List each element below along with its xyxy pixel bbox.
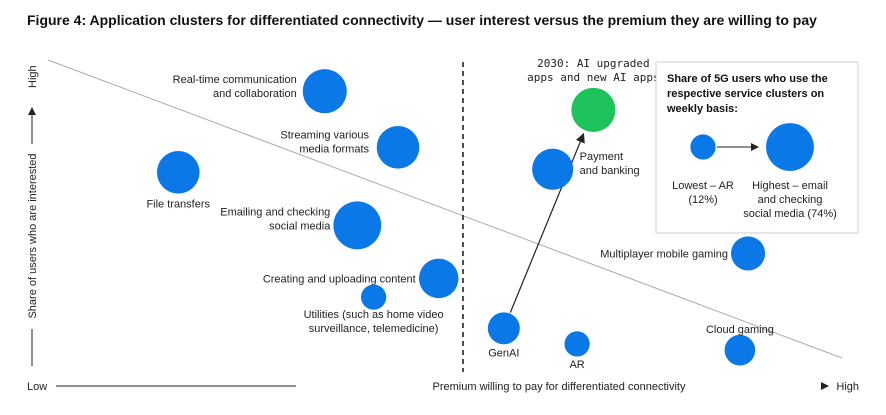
y-axis-title: Share of users who are interested <box>27 153 39 318</box>
legend-title-line-2: respective service clusters on <box>667 88 824 100</box>
bubble-label-emailing-and-checking-social-media-line-2: social media <box>269 220 331 232</box>
bubble-label-emailing-and-checking-social-media-line-1: Emailing and checking <box>220 206 330 218</box>
bubble-2030-ai-upgraded-apps-and-new-ai-apps <box>571 87 616 132</box>
bubble-label-creating-and-uploading-content-line-1: Creating and uploading content <box>263 273 416 285</box>
bubble-multiplayer-mobile-gaming <box>730 236 766 271</box>
bubble-utilities-such-as-home-video-surveillance-telemedicine <box>360 284 387 310</box>
bubble-label-payment-and-banking-line-2: and banking <box>580 165 640 177</box>
diagonal-divider-line <box>47 59 843 359</box>
bubble-label-2030-ai-upgraded-apps-and-new-ai-apps-line-1: 2030: AI upgraded <box>537 57 650 70</box>
legend-title-line-1: Share of 5G users who use the <box>667 73 828 85</box>
x-axis-title: Premium willing to pay for differentiate… <box>433 381 686 393</box>
legend-large-bubble <box>766 123 814 171</box>
legend-lowest-line-2: (12%) <box>688 194 717 206</box>
legend-lowest-line-1: Lowest – AR <box>672 180 734 192</box>
bubble-streaming-various-media-formats <box>376 126 420 169</box>
bubble-ar <box>564 331 590 357</box>
legend-highest-line-1: Highest – email <box>752 180 828 192</box>
bubble-payment-and-banking <box>532 148 574 190</box>
bubble-real-time-communication-and-collaboration <box>302 69 347 114</box>
legend-highest-line-3: social media (74%) <box>743 208 837 220</box>
x-axis-high-label: High <box>836 381 859 393</box>
bubble-label-utilities-such-as-home-video-surveillance-telemedicine-line-1: Utilities (such as home video <box>304 309 444 321</box>
legend-highest-line-2: and checking <box>758 194 823 206</box>
bubble-label-cloud-gaming-line-1: Cloud gaming <box>706 324 774 336</box>
bubble-creating-and-uploading-content <box>418 258 459 299</box>
bubble-label-2030-ai-upgraded-apps-and-new-ai-apps-line-2: apps and new AI apps <box>527 71 659 84</box>
legend-small-bubble <box>690 134 716 160</box>
bubble-label-ar-line-1: AR <box>569 359 584 371</box>
bubble-cloud-gaming <box>724 334 756 366</box>
legend-title-line-3: weekly basis: <box>666 103 738 115</box>
x-axis-low-label: Low <box>27 381 47 393</box>
bubble-file-transfers <box>156 151 200 194</box>
bubble-label-payment-and-banking-line-1: Payment <box>580 151 623 163</box>
bubble-label-real-time-communication-and-collaboration-line-1: Real-time communication <box>173 74 297 86</box>
bubble-label-streaming-various-media-formats-line-2: media formats <box>299 143 369 155</box>
y-axis-high-label: High <box>27 65 39 88</box>
bubble-genai <box>487 312 520 345</box>
figure-title: Figure 4: Application clusters for diffe… <box>27 12 817 28</box>
bubble-label-multiplayer-mobile-gaming-line-1: Multiplayer mobile gaming <box>600 248 728 260</box>
bubble-label-real-time-communication-and-collaboration-line-2: and collaboration <box>213 88 297 100</box>
bubble-label-genai-line-1: GenAI <box>488 347 519 359</box>
bubble-label-file-transfers-line-1: File transfers <box>146 198 210 210</box>
bubble-label-utilities-such-as-home-video-surveillance-telemedicine-line-2: surveillance, telemedicine) <box>309 323 439 335</box>
bubble-label-streaming-various-media-formats-line-1: Streaming various <box>280 129 369 141</box>
bubble-emailing-and-checking-social-media <box>333 201 382 250</box>
